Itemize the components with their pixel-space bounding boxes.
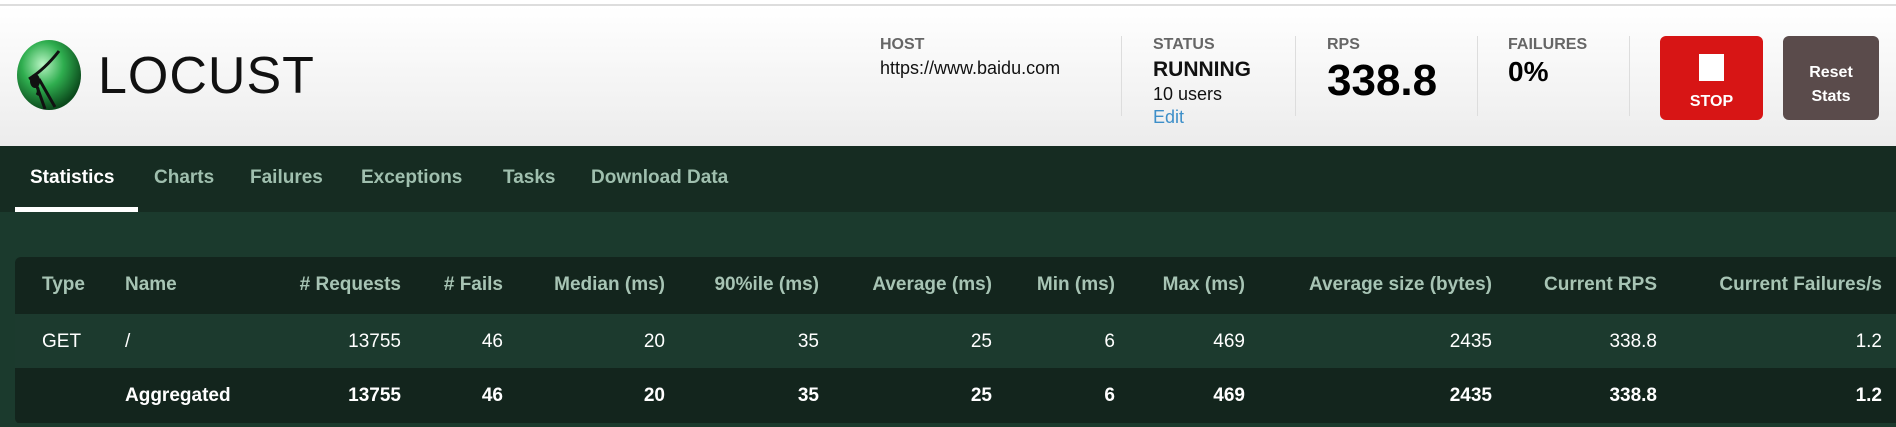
- status-stat: STATUS RUNNING 10 users Edit: [1153, 36, 1251, 128]
- stop-label: STOP: [1689, 92, 1734, 110]
- tab-bar: Statistics Charts Failures Exceptions Ta…: [0, 146, 1896, 212]
- rps-label: RPS: [1327, 36, 1360, 53]
- column-header[interactable]: Name: [125, 274, 177, 295]
- status-label: STATUS: [1153, 36, 1215, 53]
- stop-button[interactable]: STOP: [1660, 36, 1763, 120]
- table-cell: 469: [1213, 385, 1245, 406]
- rps-value: 338.8: [1327, 56, 1438, 105]
- failures-label: FAILURES: [1508, 36, 1588, 53]
- column-header[interactable]: Average (ms): [872, 274, 992, 295]
- table-row: GET / 13755 46 20 35 25 6 469 2435 338.8 1.2: [15, 314, 1896, 369]
- table-cell: 35: [797, 331, 819, 352]
- stop-square-icon: [1699, 53, 1724, 81]
- locust-logo-icon: [17, 40, 81, 110]
- reset-label: Reset: [1809, 64, 1853, 81]
- column-header[interactable]: Median (ms): [554, 274, 665, 295]
- column-header[interactable]: Min (ms): [1036, 274, 1115, 295]
- table-row-aggregated: Aggregated 13755 46 20 35 25 6 469 2435 338.8 1.2: [15, 368, 1896, 423]
- table-cell: /: [125, 331, 131, 352]
- table-cell: 13755: [348, 385, 401, 406]
- table-cell: GET: [42, 331, 82, 352]
- tab-exceptions[interactable]: Exceptions: [361, 167, 463, 188]
- table-cell: 6: [1104, 385, 1115, 406]
- host-stat: HOST https://www.baidu.com: [880, 36, 1060, 79]
- table-cell: 2435: [1449, 385, 1492, 406]
- statistics-table: Type Name # Requests # Fails Median (ms) 90%i…: [15, 257, 1896, 424]
- host-label: HOST: [880, 36, 925, 53]
- divider: [1629, 36, 1630, 116]
- table-cell: 20: [643, 331, 665, 352]
- rps-stat: RPS 338.8: [1327, 36, 1437, 106]
- tab-statistics[interactable]: Statistics: [30, 167, 115, 188]
- host-value: https://www.baidu.com: [880, 58, 1061, 78]
- user-count: 10 users: [1153, 84, 1223, 104]
- header: LOCUST HOST https://www.baidu.com STATUS…: [0, 6, 1896, 146]
- column-header[interactable]: # Fails: [443, 274, 503, 295]
- tab-failures[interactable]: Failures: [250, 167, 323, 188]
- tab-download-data[interactable]: Download Data: [591, 167, 729, 188]
- table-header-row: Type Name # Requests # Fails Median (ms) 90%i…: [15, 257, 1896, 314]
- failures-value: 0%: [1508, 56, 1549, 87]
- divider: [1121, 36, 1122, 116]
- table-cell: 13755: [348, 331, 401, 352]
- table-cell: 25: [970, 331, 992, 352]
- table-cell: 25: [970, 385, 992, 406]
- column-header[interactable]: # Requests: [299, 274, 401, 295]
- table-cell: 46: [481, 385, 503, 406]
- table-cell: 1.2: [1855, 331, 1882, 352]
- table-cell: 6: [1104, 331, 1115, 352]
- status-value: RUNNING: [1153, 58, 1251, 81]
- active-tab-indicator: [15, 207, 138, 212]
- column-header[interactable]: Current RPS: [1544, 274, 1657, 295]
- divider: [1477, 36, 1478, 116]
- table-cell: Aggregated: [125, 385, 231, 406]
- column-header[interactable]: 90%ile (ms): [714, 274, 819, 295]
- table-cell: 469: [1213, 331, 1245, 352]
- tab-tasks[interactable]: Tasks: [503, 167, 556, 188]
- brand-name: LOCUST: [98, 47, 315, 105]
- column-header[interactable]: Max (ms): [1162, 274, 1245, 295]
- reset-label: Stats: [1811, 88, 1851, 105]
- table-cell: 35: [797, 385, 819, 406]
- table-cell: 338.8: [1609, 331, 1657, 352]
- divider: [1295, 36, 1296, 116]
- failures-stat: FAILURES 0%: [1508, 36, 1587, 88]
- table-cell: 1.2: [1855, 385, 1882, 406]
- table-cell: 338.8: [1609, 385, 1657, 406]
- reset-stats-button[interactable]: Reset Stats: [1783, 36, 1879, 120]
- column-header[interactable]: Average size (bytes): [1308, 274, 1492, 295]
- edit-users-link[interactable]: Edit: [1153, 107, 1185, 127]
- table-cell: 20: [643, 385, 665, 406]
- column-header[interactable]: Current Failures/s: [1719, 274, 1882, 295]
- column-header[interactable]: Type: [42, 274, 85, 295]
- table-cell: 2435: [1449, 331, 1492, 352]
- tab-charts[interactable]: Charts: [154, 167, 215, 188]
- top-border: [0, 0, 1896, 6]
- table-cell: 46: [481, 331, 503, 352]
